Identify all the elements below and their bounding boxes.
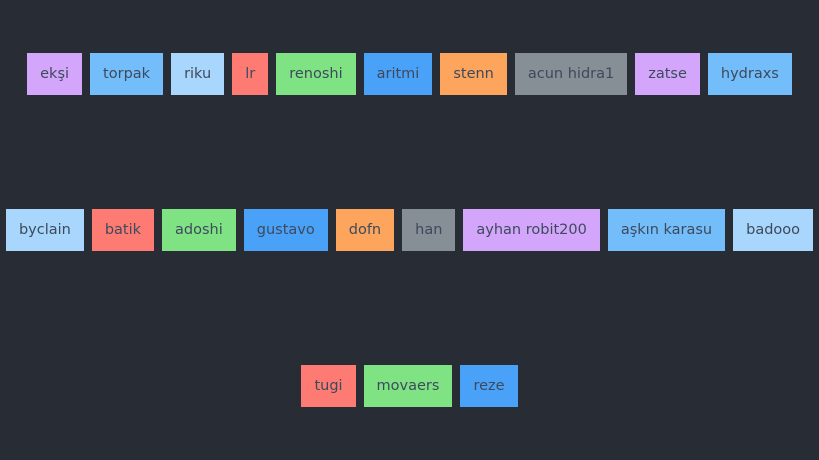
tag-lr[interactable]: lr <box>232 53 269 95</box>
tag-ayhan-robit200[interactable]: ayhan robit200 <box>463 209 600 251</box>
tag-adoshi[interactable]: adoshi <box>162 209 236 251</box>
tag-riku[interactable]: riku <box>171 53 225 95</box>
tag-hydraxs[interactable]: hydraxs <box>707 53 792 95</box>
tag-tugi[interactable]: tugi <box>301 365 356 407</box>
tag-batik[interactable]: batik <box>91 209 155 251</box>
tag-eksi[interactable]: ekşi <box>27 53 83 95</box>
tag-aritmi[interactable]: aritmi <box>363 53 433 95</box>
tag-renoshi[interactable]: renoshi <box>276 53 356 95</box>
tag-badooo[interactable]: badooo <box>733 209 814 251</box>
tag-row-1: ekşi torpak riku lr renoshi aritmi stenn… <box>0 53 819 95</box>
tag-zatse[interactable]: zatse <box>635 53 700 95</box>
tag-byclain[interactable]: byclain <box>5 209 84 251</box>
tag-acun-hidra1[interactable]: acun hidra1 <box>514 53 628 95</box>
tag-dofn[interactable]: dofn <box>335 209 395 251</box>
tag-askin-karasu[interactable]: aşkın karasu <box>607 209 726 251</box>
tag-torpak[interactable]: torpak <box>90 53 164 95</box>
tag-stenn[interactable]: stenn <box>440 53 507 95</box>
tag-reze[interactable]: reze <box>460 365 518 407</box>
tag-movaers[interactable]: movaers <box>363 365 453 407</box>
tag-han[interactable]: han <box>402 209 456 251</box>
tag-row-3: tugi movaers reze <box>0 365 819 407</box>
tag-gustavo[interactable]: gustavo <box>243 209 328 251</box>
tag-row-2: byclain batik adoshi gustavo dofn han ay… <box>0 209 819 251</box>
